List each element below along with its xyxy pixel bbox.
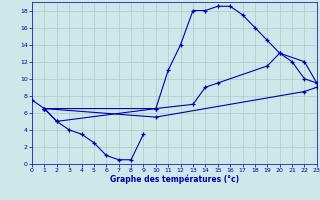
X-axis label: Graphe des températures (°c): Graphe des températures (°c) (110, 175, 239, 184)
